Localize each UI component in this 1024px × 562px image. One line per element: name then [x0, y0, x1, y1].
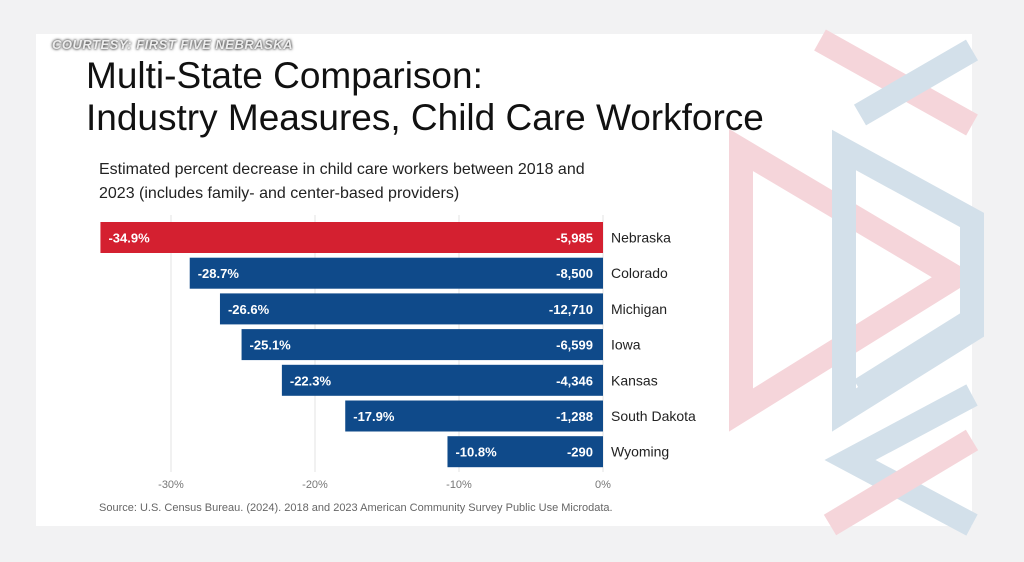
bar-percent-label: -26.6%	[228, 302, 270, 317]
category-label: Colorado	[611, 265, 668, 281]
category-label: Nebraska	[611, 230, 671, 246]
deco-blue-stripe-bottom	[853, 309, 979, 401]
deco-red-stripe-bottom	[823, 429, 979, 536]
title-line-1: Multi-State Comparison:	[86, 55, 483, 96]
bar-percent-label: -17.9%	[353, 409, 395, 424]
category-label: Wyoming	[611, 444, 669, 460]
bar-count-label: -290	[567, 445, 593, 460]
x-tick-label: -10%	[446, 479, 472, 491]
source-note: Source: U.S. Census Bureau. (2024). 2018…	[99, 502, 613, 514]
bar-iowa	[241, 329, 603, 361]
bar-colorado	[189, 257, 603, 289]
bar-percent-label: -34.9%	[108, 231, 150, 246]
category-label: Kansas	[611, 372, 658, 388]
x-tick-label: 0%	[595, 479, 611, 491]
x-tick-label: -20%	[302, 479, 328, 491]
category-label: Michigan	[611, 301, 667, 317]
bar-count-label: -12,710	[549, 302, 593, 317]
x-tick-label: -30%	[158, 479, 184, 491]
category-label: South Dakota	[611, 408, 696, 424]
bar-percent-label: -25.1%	[250, 338, 292, 353]
bar-count-label: -4,346	[556, 373, 593, 388]
chart-subtitle: Estimated percent decrease in child care…	[99, 158, 585, 206]
bar-michigan	[219, 293, 603, 325]
bar-percent-label: -22.3%	[290, 373, 332, 388]
bar-percent-label: -10.8%	[455, 445, 497, 460]
courtesy-watermark: COURTESY: FIRST FIVE NEBRASKA	[52, 37, 294, 52]
page-title: Multi-State Comparison: Industry Measure…	[86, 55, 764, 139]
subtitle-line-1: Estimated percent decrease in child care…	[99, 161, 585, 178]
bar-count-label: -1,288	[556, 409, 593, 424]
bar-wyoming	[447, 436, 603, 468]
subtitle-line-2: 2023 (includes family- and center-based …	[99, 185, 460, 202]
bar-south-dakota	[345, 400, 603, 432]
bar-count-label: -6,599	[556, 338, 593, 353]
bar-kansas	[281, 364, 603, 396]
title-line-2: Industry Measures, Child Care Workforce	[86, 97, 764, 138]
bar-percent-label: -28.7%	[198, 266, 240, 281]
bar-nebraska	[100, 222, 603, 253]
bar-count-label: -5,985	[556, 231, 593, 246]
deco-blue-stripe-top	[853, 39, 979, 126]
category-label: Iowa	[611, 337, 641, 353]
deco-blue-chevron	[824, 384, 978, 536]
bar-count-label: -8,500	[556, 266, 593, 281]
